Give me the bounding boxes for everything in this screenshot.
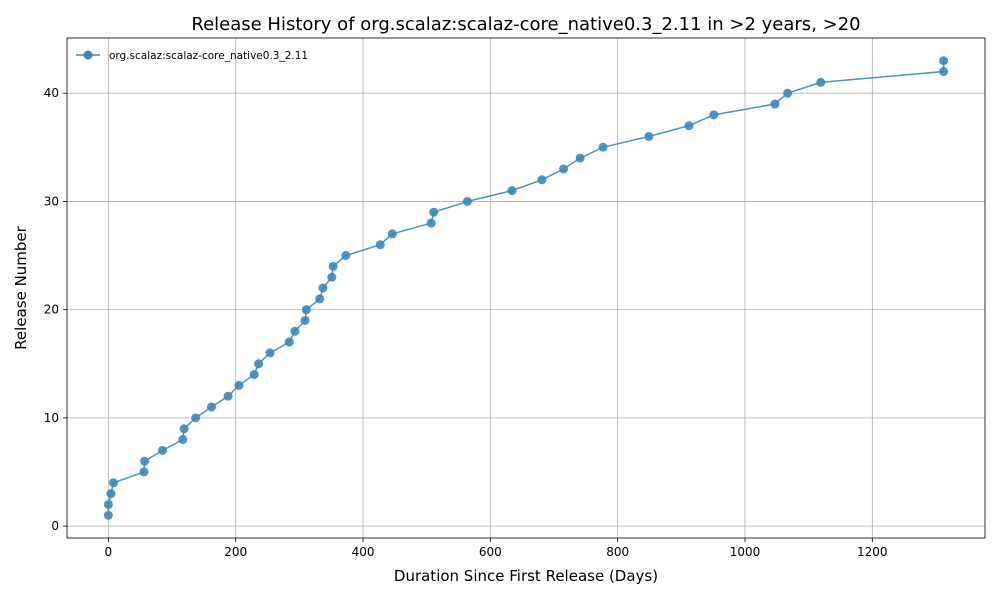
y-tick-label: 20 bbox=[44, 303, 59, 317]
x-tick-label: 800 bbox=[606, 545, 629, 559]
data-point bbox=[223, 391, 233, 401]
data-point bbox=[684, 121, 694, 131]
legend: org.scalaz:scalaz-core_native0.3_2.11 bbox=[76, 50, 308, 62]
data-point bbox=[783, 88, 793, 98]
y-tick-label: 30 bbox=[44, 194, 59, 208]
series-line bbox=[107, 60, 945, 516]
data-point bbox=[108, 478, 118, 488]
data-point bbox=[644, 131, 654, 141]
data-point bbox=[462, 196, 472, 206]
data-point bbox=[103, 510, 113, 520]
data-point bbox=[265, 348, 275, 358]
data-point bbox=[507, 186, 517, 196]
series-layer bbox=[103, 56, 949, 520]
data-point bbox=[301, 305, 311, 315]
data-point bbox=[939, 67, 949, 77]
legend-series-name: org.scalaz:scalaz-core_native0.3_2.11 bbox=[109, 50, 308, 62]
data-point bbox=[140, 456, 150, 466]
data-point bbox=[387, 229, 397, 239]
data-point bbox=[106, 489, 116, 499]
data-point bbox=[327, 272, 337, 282]
x-tick-label: 1200 bbox=[857, 545, 888, 559]
data-point bbox=[318, 283, 328, 293]
data-point bbox=[816, 77, 826, 87]
data-point bbox=[290, 326, 300, 336]
x-axis-label: Duration Since First Release (Days) bbox=[394, 567, 658, 585]
data-point bbox=[139, 467, 149, 477]
data-point bbox=[191, 413, 201, 423]
data-point bbox=[157, 445, 167, 455]
data-point bbox=[179, 424, 189, 434]
data-point bbox=[429, 207, 439, 217]
x-tick-label: 0 bbox=[105, 545, 113, 559]
x-tick-label: 600 bbox=[479, 545, 502, 559]
plot-area-frame bbox=[66, 37, 986, 539]
data-point bbox=[770, 99, 780, 109]
x-tick-label: 200 bbox=[224, 545, 247, 559]
data-point bbox=[103, 499, 113, 509]
x-tick-label: 1000 bbox=[730, 545, 761, 559]
data-point bbox=[328, 261, 338, 271]
data-point bbox=[537, 175, 547, 185]
x-tick-label: 400 bbox=[352, 545, 375, 559]
data-point bbox=[254, 359, 264, 369]
data-point bbox=[559, 164, 569, 174]
axis-ticks: 0 200 400 600 800 1000 1200 0 10 20 30 40 bbox=[44, 86, 888, 559]
grid bbox=[67, 38, 985, 538]
data-point bbox=[575, 153, 585, 163]
data-point bbox=[375, 240, 385, 250]
data-point bbox=[249, 370, 259, 380]
legend-point-marker bbox=[83, 50, 93, 60]
data-point bbox=[426, 218, 436, 228]
y-tick-label: 0 bbox=[51, 519, 59, 533]
data-point bbox=[341, 251, 351, 261]
data-point bbox=[709, 110, 719, 120]
chart-title: Release History of org.scalaz:scalaz-cor… bbox=[191, 14, 860, 35]
data-point bbox=[234, 380, 244, 390]
data-point bbox=[939, 56, 949, 66]
data-point bbox=[300, 315, 310, 325]
data-point bbox=[598, 142, 608, 152]
data-point bbox=[178, 435, 188, 445]
data-point bbox=[207, 402, 217, 412]
data-point bbox=[284, 337, 294, 347]
y-tick-label: 40 bbox=[44, 86, 59, 100]
y-axis-label: Release Number bbox=[12, 225, 30, 349]
y-tick-label: 10 bbox=[44, 411, 59, 425]
data-point bbox=[315, 294, 325, 304]
